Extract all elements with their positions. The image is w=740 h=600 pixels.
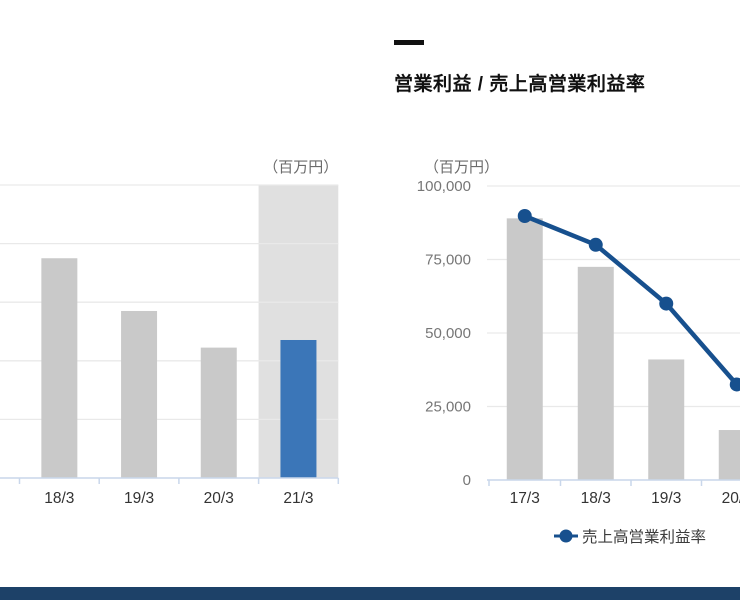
unit-label: （百万円） [263,159,338,176]
x-axis-label: 20/3 [722,490,740,507]
bar-19/3[interactable] [121,310,158,478]
bar-21/3[interactable] [280,339,317,478]
y-axis-label: 100,000 [417,178,471,195]
operating-profit-chart: 100,000 75,000 50,000 25,000 0 17/3 18/3 19/3 20… [417,159,740,546]
y-axis-label: 50,000 [425,325,471,342]
x-axis-label: 21/3 [283,490,313,507]
footer-bar [0,587,740,600]
x-axis-label: 20/3 [204,490,234,507]
x-axis-label: 19/3 [124,490,154,507]
x-axis-label: 17/3 [510,490,540,507]
x-axis-label: 18/3 [44,490,74,507]
bar-19/3[interactable] [648,359,685,480]
bar-18/3[interactable] [577,266,614,480]
ratio-point-19/3[interactable] [659,296,674,311]
section-title: 営業利益 / 売上高営業利益率 [394,74,646,95]
y-axis-label: 25,000 [425,399,471,416]
bar-20/3[interactable] [200,347,237,478]
x-axis-label: 18/3 [581,490,611,507]
unit-label: （百万円） [424,159,499,176]
ratio-point-17/3[interactable] [517,208,532,223]
section-divider-dash [394,40,424,45]
section-header: 営業利益 / 売上高営業利益率 [394,40,645,96]
bar-18/3[interactable] [41,258,78,478]
left-bar-chart: 18/3 19/3 20/3 21/3 （百万円） [0,159,340,507]
bar-20/3[interactable] [718,430,740,480]
legend-line-dot-icon [559,529,573,543]
ratio-line [523,213,739,386]
x-axis-label: 19/3 [651,490,681,507]
legend-item-ratio[interactable]: 売上高営業利益率 [554,528,706,546]
ratio-point-20/3[interactable] [729,377,740,392]
y-axis-label: 75,000 [425,252,471,269]
y-axis-label: 0 [463,472,471,489]
legend-label: 売上高営業利益率 [582,528,706,546]
bar-17/3[interactable] [506,218,543,480]
ratio-point-18/3[interactable] [588,237,603,252]
